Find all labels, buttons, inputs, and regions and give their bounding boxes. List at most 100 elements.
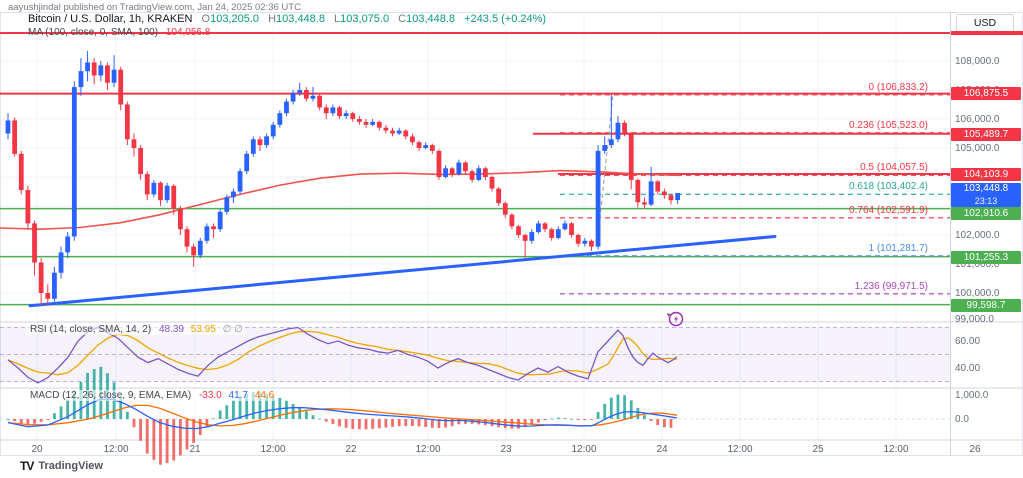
time-axis-label[interactable]: 12:00: [103, 444, 129, 455]
symbol-title[interactable]: Bitcoin / U.S. Dollar, 1h, KRAKEN: [28, 13, 193, 25]
candlestick: [529, 232, 535, 241]
close-value: 103,448.8: [406, 13, 456, 25]
time-axis-label[interactable]: 12:00: [883, 444, 909, 455]
rsi-bands-value: ∅ ∅: [222, 324, 243, 335]
candlestick: [502, 203, 508, 215]
candlestick: [383, 127, 389, 131]
price-axis-badge: 102,910.6: [951, 206, 1021, 220]
candlestick: [396, 130, 402, 134]
candlestick: [5, 120, 11, 134]
candlestick: [622, 122, 627, 135]
candlestick: [330, 107, 336, 114]
open-value: 103,205.0: [210, 13, 260, 25]
candlestick: [264, 136, 269, 146]
candlestick: [423, 145, 429, 148]
published-line: aayushjindal published on TradingView.co…: [8, 2, 301, 13]
macd-label: MACD (12, 26, close, 9, EMA, EMA): [30, 390, 192, 401]
fib-retracement-lines[interactable]: [560, 94, 950, 295]
time-axis-label[interactable]: 21: [189, 444, 201, 455]
candlestick: [38, 262, 44, 293]
upper-line-axis-marker: [951, 31, 1023, 35]
price-axis-badge: 101,255.3: [951, 250, 1021, 264]
rsi-label: RSI (14, close, SMA, 14, 2): [30, 324, 152, 335]
candlestick: [244, 153, 250, 172]
time-axis-label[interactable]: 26: [969, 444, 981, 455]
high-value: 103,448.8: [276, 13, 325, 25]
candlestick: [476, 168, 482, 180]
candlestick: [675, 192, 681, 201]
time-axis-label[interactable]: 20: [31, 444, 43, 455]
price-level-lines[interactable]: [0, 32, 950, 306]
candlestick: [522, 235, 528, 241]
candlestick: [337, 107, 342, 117]
rsi-ma-line: [7, 330, 678, 376]
ma-legend[interactable]: MA (100, close, 0, SMA, 100) 104,056.8: [28, 27, 210, 38]
candlestick: [363, 121, 369, 125]
time-axis-label[interactable]: 25: [812, 444, 824, 455]
candlestick: [71, 87, 77, 237]
candlestick: [85, 62, 90, 72]
fib-guideline: [596, 94, 614, 247]
candlestick: [542, 223, 548, 230]
candlestick: [78, 71, 84, 88]
candlestick: [224, 197, 230, 212]
candlestick: [270, 124, 276, 137]
time-axis-label[interactable]: 23: [500, 444, 512, 455]
candlestick: [582, 240, 588, 244]
candlestick: [549, 229, 555, 238]
axis-price-label: 108,000.0: [955, 56, 1000, 67]
candlestick: [463, 162, 468, 172]
candlestick: [509, 214, 515, 227]
axis-price-label: 106,000.0: [955, 114, 1000, 125]
axis-price-label: 60.00: [955, 336, 981, 347]
time-axis-label[interactable]: 12:00: [415, 444, 441, 455]
time-axis-label[interactable]: 12:00: [571, 444, 597, 455]
time-axis-label[interactable]: 22: [345, 444, 357, 455]
candlestick: [197, 240, 203, 256]
candlestick: [118, 69, 124, 105]
low-value: 103,075.0: [340, 13, 390, 25]
macd-hist-value: -33.0: [198, 390, 222, 401]
candlestick: [32, 223, 37, 263]
time-axis-label[interactable]: 12:00: [260, 444, 286, 455]
candlestick: [211, 226, 216, 230]
candlestick: [310, 95, 316, 99]
symbol-legend[interactable]: Bitcoin / U.S. Dollar, 1h, KRAKEN O103,2…: [28, 13, 546, 25]
candlestick: [124, 104, 130, 140]
axis-price-label: 102,000.0: [955, 230, 1000, 241]
candlestick: [184, 229, 190, 247]
candlestick: [131, 139, 137, 148]
open-label: O: [201, 13, 211, 25]
candlestick: [45, 293, 51, 299]
candlestick: [290, 92, 296, 102]
fib-level-label: 0.5 (104,057.5): [860, 162, 928, 174]
macd-legend[interactable]: MACD (12, 26, close, 9, EMA, EMA) -33.0 …: [28, 390, 277, 401]
candlestick: [469, 171, 475, 180]
rsi-legend[interactable]: RSI (14, close, SMA, 14, 2) 48.39 53.95 …: [28, 324, 245, 335]
candlestick: [575, 235, 581, 244]
candlestick: [12, 120, 18, 154]
candlestick: [376, 121, 382, 128]
time-axis-label[interactable]: 12:00: [727, 444, 753, 455]
candlestick: [642, 202, 647, 205]
drawing-cursor-icon: [667, 311, 684, 327]
candlestick: [52, 272, 57, 299]
ascending-trend-line[interactable]: [28, 234, 777, 308]
candlestick: [628, 134, 634, 180]
tradingview-logo[interactable]: TV TradingView: [20, 459, 103, 473]
candlestick: [138, 148, 143, 175]
candlestick: [177, 208, 183, 230]
time-axis-label[interactable]: 24: [656, 444, 668, 455]
candlestick: [443, 168, 448, 177]
fib-level-label: 0.236 (105,523.0): [849, 119, 928, 131]
candlestick: [429, 145, 435, 151]
candlestick: [105, 65, 110, 83]
candlestick: [602, 145, 608, 151]
macd-line: [7, 398, 678, 430]
candlestick: [403, 130, 409, 137]
candlestick: [158, 182, 163, 201]
rsi-value: 48.39: [158, 324, 184, 335]
ma-100-line[interactable]: [0, 169, 681, 231]
price-axis-badge: 104,103.9: [951, 167, 1021, 181]
